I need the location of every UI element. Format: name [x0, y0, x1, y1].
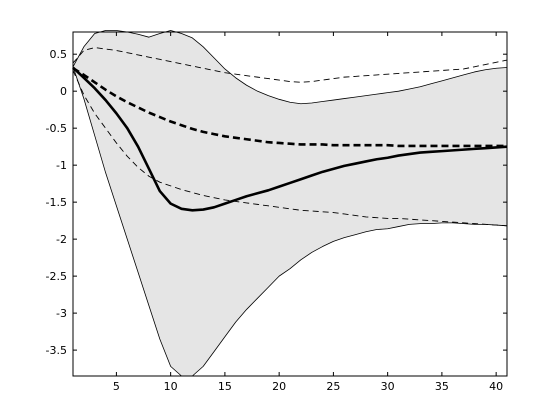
x-tick-label: 15 [218, 380, 232, 393]
y-tick-label: -2.5 [46, 270, 67, 283]
tick-marks-layer [73, 32, 507, 376]
confidence-band-layer [73, 30, 507, 377]
series-dashed-thick [72, 67, 507, 148]
y-tick-label: 0 [60, 85, 67, 98]
band-lower-line [72, 66, 508, 377]
x-tick-label: 40 [489, 380, 503, 393]
series-solid-thick [72, 66, 508, 212]
x-tick-label: 5 [113, 380, 120, 393]
y-tick-label: 0.5 [50, 48, 68, 61]
y-tick-label: -1 [56, 159, 67, 172]
y-tick-label: -3 [56, 307, 67, 320]
series-dashed-thin-upper [72, 47, 508, 83]
tick-labels-layer: 5 10 15 20 25 30 35 40 0.5 0 -0.5 -1 -1.5 -2 -2.5 -3 -3.… [46, 48, 504, 393]
series-lines-layer [72, 30, 508, 377]
series-dashed-thin-lower [72, 70, 508, 227]
x-tick-label: 35 [435, 380, 449, 393]
x-tick-label: 25 [326, 380, 340, 393]
x-tick-label: 30 [381, 380, 395, 393]
band-upper-line [72, 30, 508, 105]
axes-frame [72, 31, 508, 377]
y-tick-label: -3.5 [46, 344, 67, 357]
x-tick-label: 10 [164, 380, 178, 393]
x-tick-label: 20 [272, 380, 286, 393]
y-tick-label: -1.5 [46, 196, 67, 209]
y-tick-label: -0.5 [46, 122, 67, 135]
y-tick-label: -2 [56, 233, 67, 246]
confidence-band [73, 30, 507, 377]
